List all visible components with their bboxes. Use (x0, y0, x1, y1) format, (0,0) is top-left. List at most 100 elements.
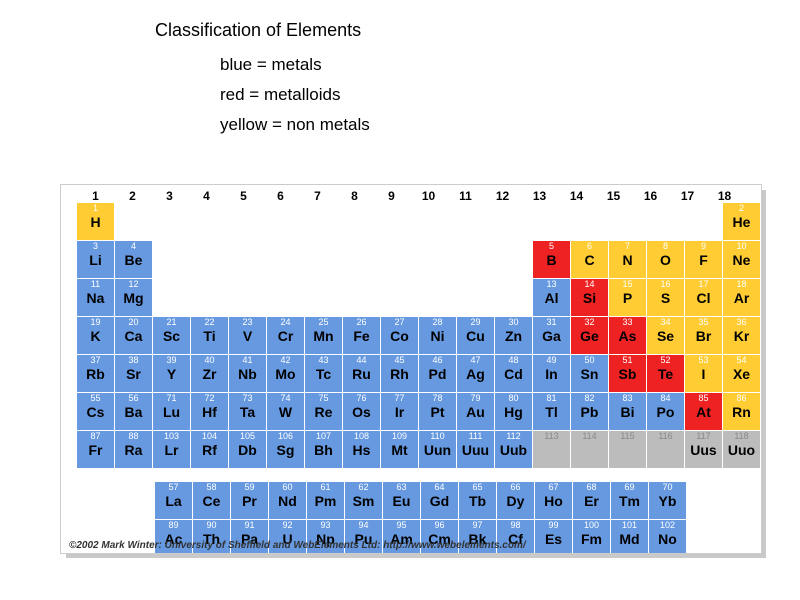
atomic-number: 91 (231, 521, 268, 530)
atomic-number: 22 (191, 318, 228, 327)
atomic-number: 25 (305, 318, 342, 327)
copyright: ©2002 Mark Winter: University of Sheffie… (69, 540, 526, 551)
element-symbol: I (685, 367, 722, 382)
main-grid: 1H2He3Li4Be5B6C7N8O9F10Ne11Na12Mg13Al14S… (77, 203, 761, 468)
element-symbol: Cu (457, 329, 494, 344)
element-symbol: Cl (685, 291, 722, 306)
element-symbol: No (649, 532, 686, 547)
atomic-number: 55 (77, 394, 114, 403)
element-symbol: Fr (77, 443, 114, 458)
atomic-number: 36 (723, 318, 760, 327)
element-cell: 13Al (533, 279, 570, 316)
atomic-number: 47 (457, 356, 494, 365)
element-cell: 57La (155, 482, 192, 519)
atomic-number: 30 (495, 318, 532, 327)
element-cell: 9F (685, 241, 722, 278)
element-symbol: Al (533, 291, 570, 306)
element-cell: 35Br (685, 317, 722, 354)
element-cell: 118Uuo (723, 431, 760, 468)
element-symbol: Y (153, 367, 190, 382)
element-symbol: Tb (459, 494, 496, 509)
element-symbol: Uuu (457, 443, 494, 458)
element-symbol: Pm (307, 494, 344, 509)
column-header: 18 (706, 189, 743, 203)
element-cell: 86Rn (723, 393, 760, 430)
element-cell: 101Md (611, 520, 648, 554)
element-cell: 11Na (77, 279, 114, 316)
element-symbol: As (609, 329, 646, 344)
atomic-number: 69 (611, 483, 648, 492)
column-header: 11 (447, 189, 484, 203)
element-cell: 108Hs (343, 431, 380, 468)
element-symbol: Nb (229, 367, 266, 382)
element-cell: 112Uub (495, 431, 532, 468)
element-cell: 34Se (647, 317, 684, 354)
atomic-number: 67 (535, 483, 572, 492)
element-symbol: Pr (231, 494, 268, 509)
element-cell: 37Rb (77, 355, 114, 392)
element-cell: 39Y (153, 355, 190, 392)
atomic-number: 62 (345, 483, 382, 492)
element-symbol: Hg (495, 405, 532, 420)
atomic-number: 54 (723, 356, 760, 365)
element-symbol: Sm (345, 494, 382, 509)
element-cell: 27Co (381, 317, 418, 354)
element-cell: 60Nd (269, 482, 306, 519)
element-symbol: Ca (115, 329, 152, 344)
atomic-number: 38 (115, 356, 152, 365)
element-symbol: Gd (421, 494, 458, 509)
column-header: 1 (77, 189, 114, 203)
element-symbol: Ne (723, 253, 760, 268)
element-symbol: At (685, 405, 722, 420)
element-symbol: Fm (573, 532, 610, 547)
element-cell: 54 Xe (723, 355, 760, 392)
element-cell: 28Ni (419, 317, 456, 354)
element-cell: 29Cu (457, 317, 494, 354)
atomic-number: 107 (305, 432, 342, 441)
element-cell: 59Pr (231, 482, 268, 519)
element-symbol: Ni (419, 329, 456, 344)
element-cell: 79Au (457, 393, 494, 430)
element-symbol: Br (685, 329, 722, 344)
element-cell: 5B (533, 241, 570, 278)
element-symbol: Pt (419, 405, 456, 420)
element-symbol: Cd (495, 367, 532, 382)
element-cell: 74W (267, 393, 304, 430)
atomic-number: 16 (647, 280, 684, 289)
atomic-number: 46 (419, 356, 456, 365)
element-symbol: Rn (723, 405, 760, 420)
element-cell: 32Ge (571, 317, 608, 354)
element-cell: 62 Sm (345, 482, 382, 519)
atomic-number: 42 (267, 356, 304, 365)
atomic-number: 70 (649, 483, 686, 492)
element-cell: 38Sr (115, 355, 152, 392)
atomic-number: 43 (305, 356, 342, 365)
atomic-number: 73 (229, 394, 266, 403)
atomic-number: 58 (193, 483, 230, 492)
element-symbol: Lr (153, 443, 190, 458)
element-symbol: Se (647, 329, 684, 344)
element-cell: 45Rh (381, 355, 418, 392)
element-symbol: Uuo (723, 443, 760, 458)
element-cell: 71Lu (153, 393, 190, 430)
element-symbol: Xe (723, 367, 760, 382)
atomic-number: 112 (495, 432, 532, 441)
element-symbol: Sg (267, 443, 304, 458)
element-symbol: Co (381, 329, 418, 344)
atomic-number: 103 (153, 432, 190, 441)
column-header: 13 (521, 189, 558, 203)
atomic-number: 51 (609, 356, 646, 365)
element-symbol: Mo (267, 367, 304, 382)
element-symbol: Ge (571, 329, 608, 344)
atomic-number: 88 (115, 432, 152, 441)
atomic-number: 7 (609, 242, 646, 251)
atomic-number: 26 (343, 318, 380, 327)
atomic-number: 63 (383, 483, 420, 492)
atomic-number: 99 (535, 521, 572, 530)
element-cell: 64Gd (421, 482, 458, 519)
element-symbol: K (77, 329, 114, 344)
element-cell: 21Sc (153, 317, 190, 354)
column-header: 4 (188, 189, 225, 203)
element-symbol: Md (611, 532, 648, 547)
element-symbol: Pb (571, 405, 608, 420)
